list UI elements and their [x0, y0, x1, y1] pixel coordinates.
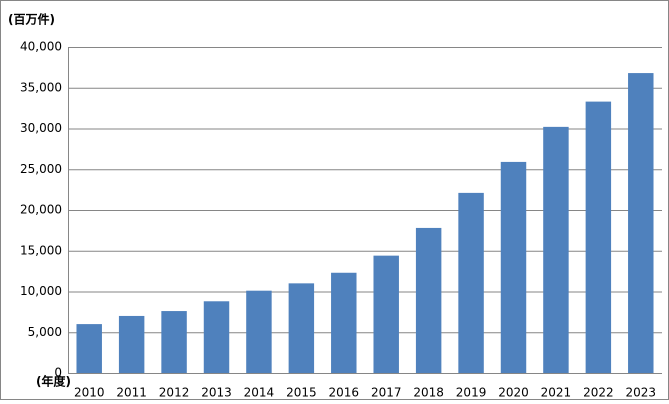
bar	[246, 290, 272, 373]
y-tick-label: 0	[54, 366, 62, 380]
x-tick-label: 2022	[583, 386, 614, 400]
y-tick-label: 35,000	[20, 80, 62, 94]
x-tick-label: 2012	[159, 386, 190, 400]
x-tick-label: 2023	[626, 386, 657, 400]
y-tick-label: 30,000	[20, 121, 62, 135]
x-tick-label: 2020	[498, 386, 529, 400]
bar	[288, 283, 315, 373]
x-tick-label: 2017	[371, 386, 402, 400]
x-tick-label: 2010	[74, 386, 105, 400]
x-tick-label: 2015	[286, 386, 317, 400]
y-tick-label: 5,000	[28, 325, 62, 339]
bar	[628, 73, 654, 373]
bar	[458, 192, 484, 373]
bar	[331, 272, 357, 373]
x-tick-label: 2014	[244, 386, 275, 400]
bar	[543, 126, 569, 374]
y-tick-label: 10,000	[20, 284, 62, 298]
y-tick-label: 20,000	[20, 203, 62, 217]
bar	[415, 227, 442, 373]
x-tick-label: 2019	[456, 386, 487, 400]
y-axis-label: (百万件)	[8, 12, 55, 27]
bar	[500, 161, 527, 373]
y-tick-label: 15,000	[20, 243, 62, 257]
bar	[118, 315, 145, 373]
x-tick-label: 2021	[541, 386, 572, 400]
x-axis-label: (年度)	[36, 374, 71, 389]
y-tick-label: 40,000	[20, 40, 62, 54]
x-tick-label: 2018	[413, 386, 444, 400]
bar	[161, 311, 187, 373]
bar	[76, 324, 102, 373]
y-tick-label: 25,000	[20, 162, 62, 176]
bar	[373, 255, 399, 373]
bar	[203, 301, 230, 373]
x-tick-label: 2013	[201, 386, 232, 400]
x-tick-label: 2011	[116, 386, 147, 400]
bar	[585, 101, 612, 373]
x-tick-label: 2016	[329, 386, 360, 400]
